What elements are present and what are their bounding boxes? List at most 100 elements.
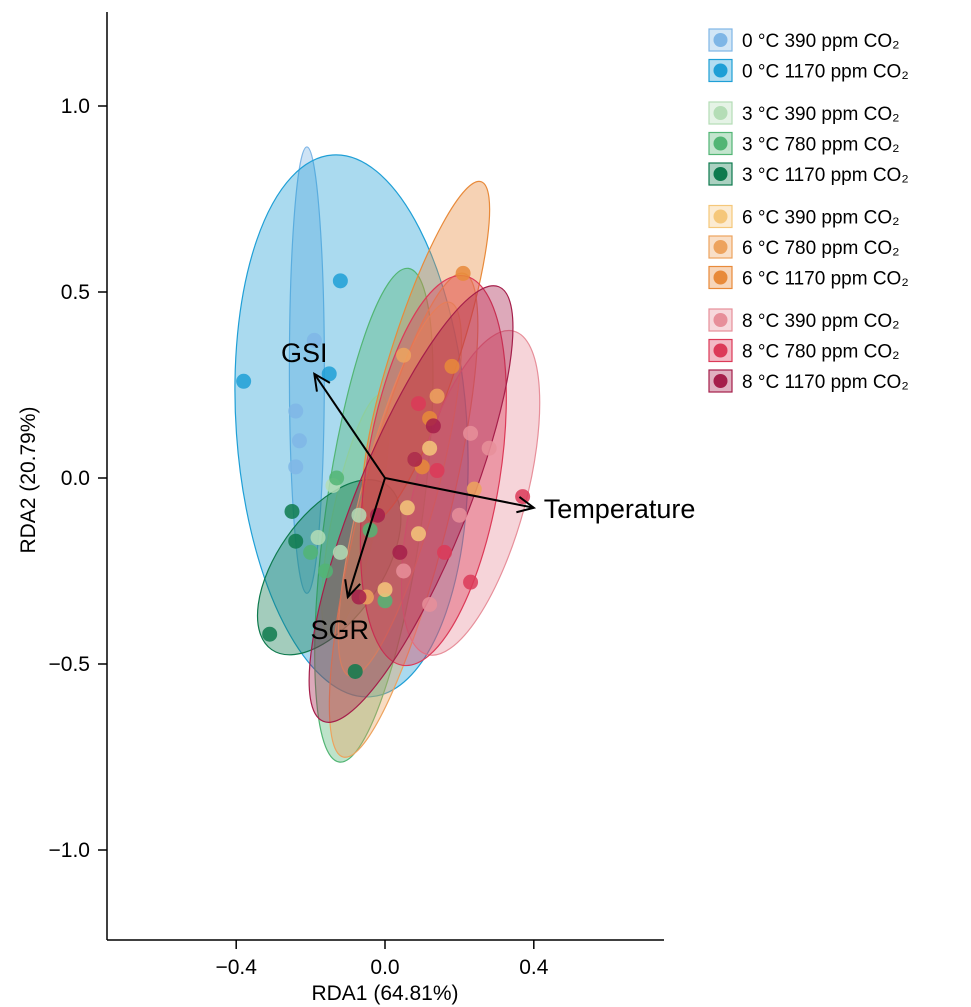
biplot-vectors: GSI Temperature SGR	[281, 338, 695, 645]
legend-key-dot	[713, 106, 728, 120]
point-8-c-780-ppm-co-1	[463, 574, 479, 590]
legend-item-8-c-1170-ppm-co: 8 °C 1170 ppm CO₂	[708, 369, 909, 393]
y-tick-label: 0.5	[61, 281, 90, 304]
y-tick-label: −1.0	[49, 839, 90, 862]
point-0-c-1170-ppm-co-2	[321, 366, 337, 382]
point-0-c-390-ppm-co-2	[291, 433, 307, 449]
legend-label: 8 °C 1170 ppm CO₂	[742, 372, 909, 393]
legend-key-dot	[713, 343, 728, 358]
point-3-c-780-ppm-co-3	[362, 522, 378, 538]
y-tick-label: −0.5	[49, 653, 90, 676]
vector-label-temperature: Temperature	[544, 494, 696, 524]
legend-label: 6 °C 1170 ppm CO₂	[742, 269, 909, 290]
point-0-c-1170-ppm-co-0	[332, 273, 348, 289]
legend-key-dot	[713, 374, 728, 388]
vector-arrowhead-sgr	[344, 579, 361, 600]
point-3-c-1170-ppm-co-0	[284, 503, 300, 519]
vector-arrowhead-temperature	[516, 496, 537, 514]
point-8-c-390-ppm-co-2	[451, 507, 467, 523]
point-8-c-780-ppm-co-0	[515, 489, 531, 505]
y-axis-title: RDA2 (20.79%)	[17, 406, 40, 553]
vector-temperature	[384, 477, 534, 509]
legend-label: 6 °C 390 ppm CO₂	[742, 208, 900, 229]
ellipse-0-c-1170-ppm-co	[234, 154, 469, 698]
point-6-c-390-ppm-co-1	[422, 440, 438, 456]
point-8-c-1170-ppm-co-3	[392, 544, 408, 560]
legend-key-dot	[713, 136, 728, 151]
legend-item-6-c-780-ppm-co: 6 °C 780 ppm CO₂	[708, 235, 900, 259]
legend-label: 8 °C 780 ppm CO₂	[742, 342, 900, 363]
y-tick-label: 1.0	[61, 95, 90, 118]
legend-label: 0 °C 390 ppm CO₂	[742, 31, 900, 52]
point-3-c-1170-ppm-co-3	[347, 663, 363, 679]
vector-gsi	[313, 373, 386, 479]
point-6-c-390-ppm-co-3	[377, 582, 393, 598]
legend-label: 6 °C 780 ppm CO₂	[742, 238, 900, 259]
point-0-c-1170-ppm-co-1	[236, 373, 252, 389]
legend-label: 3 °C 390 ppm CO₂	[742, 104, 900, 125]
point-8-c-390-ppm-co-1	[463, 425, 479, 441]
point-3-c-780-ppm-co-4	[377, 593, 393, 609]
legend-key-dot	[713, 313, 728, 327]
point-6-c-1170-ppm-co-0	[455, 265, 471, 281]
point-6-c-390-ppm-co-2	[410, 526, 426, 542]
legend-label: 8 °C 390 ppm CO₂	[742, 311, 900, 332]
point-0-c-390-ppm-co-0	[306, 332, 322, 348]
point-6-c-780-ppm-co-4	[466, 481, 482, 497]
point-6-c-390-ppm-co-0	[399, 500, 415, 516]
legend-key-dot	[713, 167, 728, 181]
point-8-c-780-ppm-co-3	[410, 396, 426, 412]
point-6-c-780-ppm-co-0	[396, 347, 412, 363]
legend-item-6-c-390-ppm-co: 6 °C 390 ppm CO₂	[708, 204, 900, 229]
point-0-c-390-ppm-co-3	[288, 459, 304, 475]
vector-sgr	[346, 477, 386, 598]
legend-label: 3 °C 1170 ppm CO₂	[742, 165, 909, 186]
point-3-c-780-ppm-co-1	[303, 544, 319, 560]
legend-item-0-c-390-ppm-co: 0 °C 390 ppm CO₂	[708, 28, 900, 52]
legend-label: 3 °C 780 ppm CO₂	[742, 135, 900, 156]
point-3-c-1170-ppm-co-1	[288, 533, 304, 549]
legend-item-3-c-390-ppm-co: 3 °C 390 ppm CO₂	[708, 101, 900, 125]
x-ticks: −0.4 0.0 0.4	[215, 940, 549, 979]
point-8-c-390-ppm-co-3	[422, 596, 438, 612]
point-3-c-780-ppm-co-2	[317, 563, 333, 579]
x-tick-label: 0.4	[519, 956, 549, 979]
point-6-c-780-ppm-co-1	[429, 388, 445, 404]
x-tick-label: 0.0	[370, 956, 399, 979]
legend-key-dot	[713, 33, 728, 47]
legend: 0 °C 390 ppm CO₂ 0 °C 1170 ppm CO₂ 3 °C 39…	[708, 28, 909, 393]
legend-item-8-c-390-ppm-co: 8 °C 390 ppm CO₂	[708, 308, 900, 332]
x-tick-label: −0.4	[215, 956, 257, 979]
legend-key-dot	[713, 209, 728, 224]
legend-item-0-c-1170-ppm-co: 0 °C 1170 ppm CO₂	[708, 58, 909, 83]
point-3-c-780-ppm-co-0	[329, 470, 345, 486]
point-3-c-390-ppm-co-1	[310, 530, 326, 546]
legend-item-3-c-780-ppm-co: 3 °C 780 ppm CO₂	[708, 131, 900, 156]
point-8-c-390-ppm-co-0	[481, 440, 497, 456]
vector-label-sgr: SGR	[311, 615, 370, 645]
point-8-c-390-ppm-co-4	[396, 563, 412, 579]
point-8-c-1170-ppm-co-1	[407, 451, 423, 467]
y-ticks: 1.0 0.5 0.0 −0.5 −1.0	[49, 95, 107, 862]
legend-key-dot	[713, 63, 728, 78]
point-8-c-780-ppm-co-2	[429, 463, 445, 479]
point-3-c-390-ppm-co-2	[332, 544, 348, 560]
point-3-c-390-ppm-co-3	[351, 507, 367, 523]
legend-item-6-c-1170-ppm-co: 6 °C 1170 ppm CO₂	[708, 265, 909, 290]
legend-key-dot	[713, 240, 728, 254]
legend-item-3-c-1170-ppm-co: 3 °C 1170 ppm CO₂	[708, 162, 909, 186]
x-axis-title: RDA1 (64.81%)	[311, 982, 458, 1005]
point-8-c-780-ppm-co-4	[437, 544, 453, 560]
legend-label: 0 °C 1170 ppm CO₂	[742, 62, 909, 83]
point-6-c-1170-ppm-co-1	[444, 358, 460, 374]
point-8-c-1170-ppm-co-4	[351, 589, 367, 605]
point-8-c-1170-ppm-co-0	[425, 418, 441, 434]
vector-arrowhead-gsi	[313, 371, 331, 392]
vector-label-gsi: GSI	[281, 338, 328, 368]
point-0-c-390-ppm-co-1	[288, 403, 304, 419]
point-3-c-1170-ppm-co-2	[262, 626, 278, 642]
y-tick-label: 0.0	[61, 467, 90, 490]
confidence-ellipses	[234, 146, 541, 763]
legend-item-8-c-780-ppm-co: 8 °C 780 ppm CO₂	[708, 338, 900, 363]
